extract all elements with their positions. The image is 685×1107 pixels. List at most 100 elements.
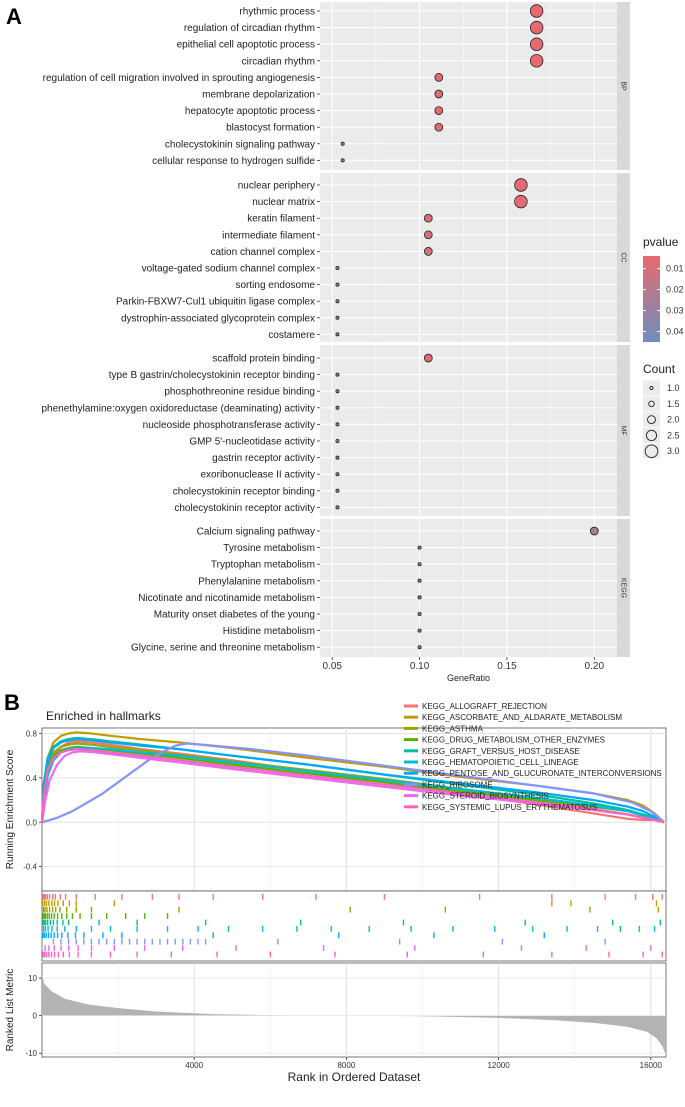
term-label: cholecystokinin receptor activity: [174, 503, 315, 514]
legend-label: KEGG_STEROID_BIOSYNTHESIS: [422, 792, 549, 801]
data-point: [417, 645, 422, 650]
term-label: hepatocyte apoptotic process: [185, 106, 315, 117]
data-point: [423, 213, 433, 223]
pvalue-legend-title: pvalue: [643, 235, 679, 249]
facet-strip-kegg: [617, 519, 630, 657]
facet-strip-bp: [617, 2, 630, 170]
data-point: [434, 73, 444, 82]
es-y-axis-title: Running Enrichment Score: [5, 749, 16, 869]
term-label: regulation of circadian rhythm: [184, 23, 315, 34]
x-tick-label: 0.15: [497, 661, 517, 672]
facet-panel-bp: [320, 2, 617, 170]
data-point: [417, 545, 422, 550]
term-label: nuclear matrix: [252, 197, 315, 208]
x-tick-label: 0.05: [322, 661, 342, 672]
x-tick-label: 4000: [185, 1061, 203, 1070]
count-key-label: 1.0: [667, 383, 680, 393]
data-point: [335, 372, 340, 377]
data-point: [529, 37, 544, 51]
term-label: blastocyst formation: [226, 123, 315, 134]
data-point: [529, 4, 544, 18]
data-point: [335, 299, 340, 304]
term-label: epithelial cell apoptotic process: [177, 40, 315, 51]
facet-panel-kegg: [320, 519, 617, 657]
data-point: [335, 315, 340, 320]
pvalue-tick-label: 0.03: [666, 306, 684, 316]
data-point: [589, 526, 599, 536]
count-key-label: 2.0: [667, 415, 680, 425]
data-point: [417, 595, 422, 600]
data-point: [529, 54, 544, 68]
term-label: voltage-gated sodium channel complex: [142, 264, 315, 275]
data-point: [423, 353, 433, 363]
data-point: [514, 194, 528, 209]
term-label: Parkin-FBXW7-Cul1 ubiquitin ligase compl…: [116, 297, 315, 308]
term-label: Tyrosine metabolism: [223, 543, 315, 554]
count-key-label: 3.0: [667, 446, 680, 456]
legend-label: KEGG_HEMATOPOIETIC_CELL_LINEAGE: [422, 758, 579, 767]
panel-a: A BP rhythmic process regulation of circadi…: [6, 2, 684, 683]
term-label: Glycine, serine and threonine metabolism: [131, 643, 315, 654]
es-y-tick-label: -0.4: [23, 863, 37, 872]
panel-b-label: B: [4, 690, 20, 715]
data-point: [335, 332, 340, 337]
legend-label: KEGG_ALLOGRAFT_REJECTION: [422, 702, 547, 711]
legend-label: KEGG_GRAFT_VERSUS_HOST_DISEASE: [422, 747, 580, 756]
data-point: [340, 158, 345, 163]
x-tick-label: 0.10: [410, 661, 430, 672]
data-point: [434, 122, 444, 132]
data-point: [423, 247, 433, 256]
facet-strip-label: CC: [620, 252, 627, 262]
term-label: regulation of cell migration involved in…: [43, 73, 315, 84]
x-tick-label: 16000: [640, 1061, 663, 1070]
es-series-line: [40, 746, 665, 824]
data-point: [417, 578, 422, 583]
x-axis-title: Rank in Ordered Dataset: [288, 1070, 421, 1084]
data-point: [417, 612, 422, 617]
term-label: keratin filament: [247, 214, 315, 225]
es-series-line: [41, 742, 665, 824]
data-point: [417, 562, 422, 567]
legend-label: KEGG_SYSTEMIC_LUPUS_ERYTHEMATOSUS: [422, 803, 597, 812]
data-point: [417, 628, 422, 633]
pvalue-tick-label: 0.02: [666, 285, 684, 295]
term-label: cholecystokinin signaling pathway: [165, 139, 315, 150]
hit-panel: [41, 890, 667, 962]
count-key-bg: [643, 427, 660, 443]
term-label: intermediate filament: [222, 230, 315, 241]
term-label: Tryptophan metabolism: [211, 560, 315, 571]
data-point: [529, 20, 544, 35]
term-label: dystrophin-associated glycoprotein compl…: [121, 313, 315, 324]
count-key-bg: [643, 412, 660, 428]
legend-label: KEGG_DRUG_METABOLISM_OTHER_ENZYMES: [422, 736, 605, 745]
count-key-circle: [645, 429, 658, 441]
data-point: [423, 230, 433, 240]
term-label: Phenylalanine metabolism: [198, 576, 315, 587]
term-label: nucleoside phosphotransferase activity: [143, 420, 315, 431]
data-point: [335, 472, 340, 477]
x-tick-label: 0.20: [585, 661, 605, 672]
data-point: [335, 455, 340, 460]
metric-panel: [41, 962, 667, 1058]
data-point: [335, 405, 340, 410]
term-label: cation channel complex: [210, 247, 315, 258]
term-label: type B gastrin/cholecystokinin receptor …: [109, 370, 315, 381]
data-point: [434, 89, 444, 99]
term-label: cellular response to hydrogen sulfide: [152, 156, 315, 167]
count-key-circle: [649, 385, 654, 391]
legend-label: KEGG_PENTOSE_AND_GLUCURONATE_INTERCONVER…: [422, 769, 662, 778]
metric-y-tick-label: 10: [28, 974, 37, 983]
term-label: Maturity onset diabetes of the young: [154, 610, 315, 621]
term-label: rhythmic process: [239, 7, 315, 18]
metric-y-tick-label: 0: [33, 1012, 38, 1021]
facet-strip-label: BP: [620, 81, 627, 91]
count-key-label: 2.5: [667, 430, 680, 440]
term-label: phosphothreonine residue binding: [164, 387, 315, 398]
term-label: Nicotinate and nicotinamide metabolism: [138, 593, 315, 604]
term-label: exoribonuclease II activity: [200, 470, 315, 481]
facet-strip-mf: [617, 345, 630, 516]
metric-y-axis-title: Ranked List Metric: [5, 969, 16, 1052]
term-label: phenethylamine:oxygen oxidoreductase (de…: [42, 403, 316, 414]
count-key-bg: [643, 396, 660, 412]
